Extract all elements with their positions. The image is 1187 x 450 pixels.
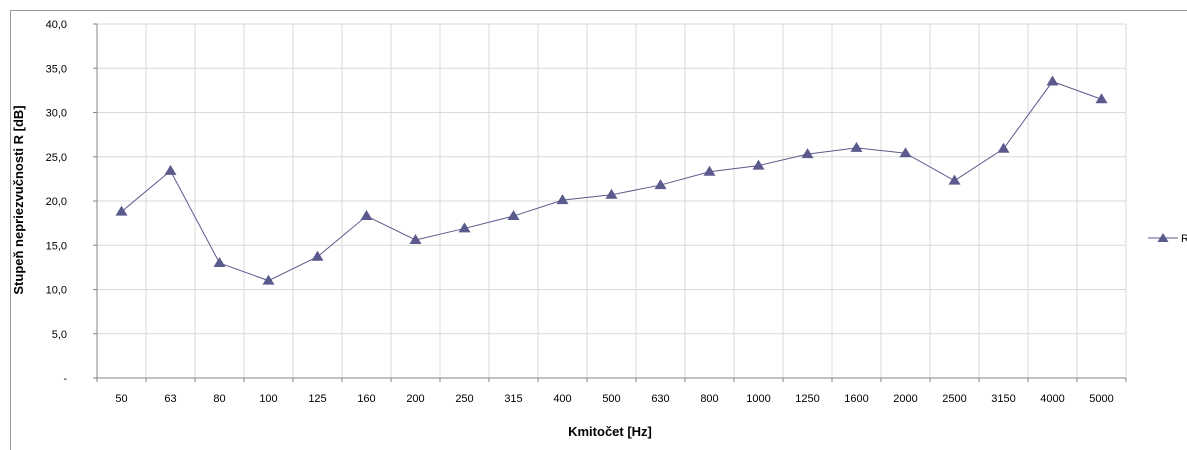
x-tick-label: 125 — [308, 393, 326, 405]
data-point-marker — [752, 159, 765, 170]
x-tick-label: 200 — [406, 393, 424, 405]
x-tick-label: 63 — [164, 393, 176, 405]
x-tick-label: 2000 — [893, 393, 917, 405]
data-point-marker — [1046, 75, 1059, 86]
legend-marker — [1157, 233, 1169, 242]
data-point-marker — [948, 174, 961, 185]
y-tick-label: 40,0 — [46, 19, 67, 31]
y-tick-label: 10,0 — [46, 285, 67, 297]
y-tick-label: - — [63, 373, 67, 385]
x-tick-label: 5000 — [1089, 393, 1113, 405]
x-tick-label: 315 — [504, 393, 522, 405]
x-tick-label: 800 — [700, 393, 718, 405]
data-point-marker — [458, 222, 471, 233]
legend-label-R: R — [1181, 233, 1187, 245]
x-tick-label: 1250 — [795, 393, 819, 405]
y-tick-labels: - 5,0 10,0 15,0 20,0 25,0 30,0 35,0 40,0 — [46, 19, 68, 385]
data-point-marker — [311, 250, 324, 261]
series-R — [115, 75, 1108, 285]
line-chart: - 5,0 10,0 15,0 20,0 25,0 30,0 35,0 40,0 50 63 80 1… — [11, 19, 1187, 439]
x-tick-label: 50 — [115, 393, 127, 405]
data-point-marker — [164, 164, 177, 175]
x-tick-label: 2500 — [942, 393, 966, 405]
y-tick-label: 20,0 — [46, 196, 67, 208]
data-point-marker — [654, 179, 667, 190]
x-tick-label: 250 — [455, 393, 473, 405]
data-point-marker — [213, 256, 226, 267]
x-tick-label: 1000 — [746, 393, 770, 405]
data-point-marker — [605, 188, 618, 199]
x-axis-label: Kmitočet [Hz] — [568, 424, 652, 439]
y-tick-label: 15,0 — [46, 240, 67, 252]
x-tick-label: 4000 — [1040, 393, 1064, 405]
x-tick-labels: 50 63 80 100 125 160 200 250 315 400 500 630 800 1000… — [115, 393, 1113, 405]
data-point-marker — [409, 233, 422, 244]
legend: R — [1148, 233, 1187, 245]
y-tick-label: 25,0 — [46, 152, 67, 164]
x-tick-label: 100 — [259, 393, 277, 405]
y-tick-label: 30,0 — [46, 108, 67, 120]
x-tick-label: 80 — [213, 393, 225, 405]
x-tick-label: 3150 — [991, 393, 1015, 405]
data-point-marker — [115, 205, 128, 216]
data-point-marker — [556, 194, 569, 205]
y-tick-label: 5,0 — [52, 329, 67, 341]
data-point-marker — [850, 141, 863, 152]
data-point-marker — [1095, 93, 1108, 104]
axes — [93, 23, 1127, 382]
data-point-marker — [703, 165, 716, 176]
x-tick-label: 630 — [651, 393, 669, 405]
y-tick-label: 35,0 — [46, 63, 67, 75]
x-tick-label: 160 — [357, 393, 375, 405]
data-point-marker — [507, 210, 520, 221]
x-tick-label: 1600 — [844, 393, 868, 405]
x-tick-label: 400 — [553, 393, 571, 405]
data-point-marker — [997, 142, 1010, 153]
y-axis-label: Stupeň nepriezvučnosti R [dB] — [11, 105, 26, 294]
data-point-marker — [262, 274, 275, 285]
data-point-marker — [899, 147, 912, 158]
chart-frame — [10, 10, 1187, 450]
gridlines — [96, 23, 1127, 379]
data-point-marker — [801, 148, 814, 159]
x-tick-label: 500 — [602, 393, 620, 405]
data-point-marker — [360, 210, 373, 221]
